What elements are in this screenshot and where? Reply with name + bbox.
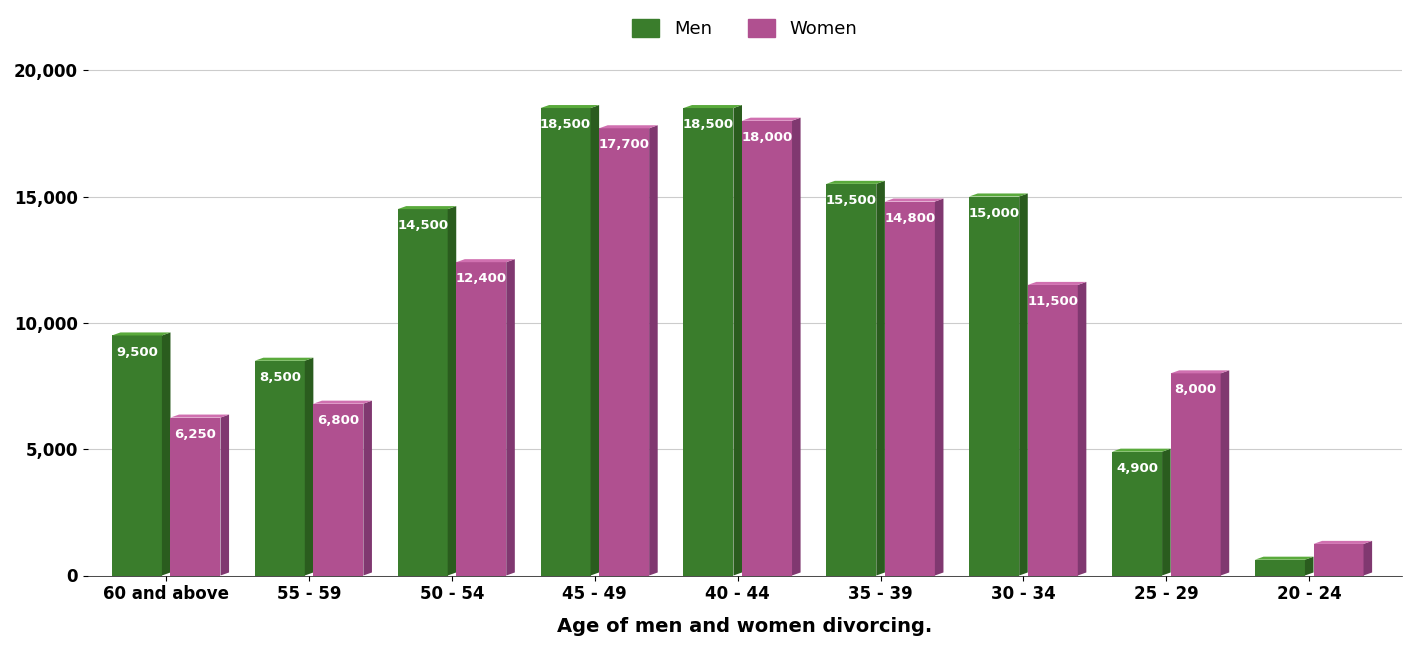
Polygon shape xyxy=(1171,373,1221,575)
Text: 625: 625 xyxy=(1266,541,1294,554)
Polygon shape xyxy=(885,202,935,575)
Polygon shape xyxy=(304,358,313,575)
Polygon shape xyxy=(221,415,229,575)
Polygon shape xyxy=(885,198,943,202)
Polygon shape xyxy=(313,404,364,575)
Polygon shape xyxy=(1306,556,1314,575)
Text: 1,250: 1,250 xyxy=(1318,526,1359,539)
Polygon shape xyxy=(170,415,229,417)
Polygon shape xyxy=(1171,370,1229,373)
Polygon shape xyxy=(456,259,515,262)
Polygon shape xyxy=(255,358,313,361)
Polygon shape xyxy=(1112,448,1171,452)
Text: 14,800: 14,800 xyxy=(884,212,936,225)
Text: 11,500: 11,500 xyxy=(1027,295,1078,308)
Polygon shape xyxy=(935,198,943,575)
Polygon shape xyxy=(398,206,456,209)
Polygon shape xyxy=(170,417,221,575)
Polygon shape xyxy=(112,335,161,575)
Text: 6,800: 6,800 xyxy=(317,414,360,427)
Polygon shape xyxy=(112,332,170,335)
Polygon shape xyxy=(313,400,372,404)
Text: 15,500: 15,500 xyxy=(826,194,877,207)
Polygon shape xyxy=(1314,541,1372,544)
Polygon shape xyxy=(161,332,170,575)
Polygon shape xyxy=(1028,285,1078,575)
Text: 12,400: 12,400 xyxy=(456,272,507,285)
Polygon shape xyxy=(1221,370,1229,575)
Text: 9,500: 9,500 xyxy=(116,346,157,359)
Polygon shape xyxy=(590,105,599,575)
Polygon shape xyxy=(742,118,800,121)
Polygon shape xyxy=(364,400,372,575)
Polygon shape xyxy=(599,125,657,128)
Legend: Men, Women: Men, Women xyxy=(626,12,865,46)
Text: 18,500: 18,500 xyxy=(683,118,733,131)
Polygon shape xyxy=(1163,448,1171,575)
Text: 18,000: 18,000 xyxy=(742,131,793,144)
Text: 4,900: 4,900 xyxy=(1116,462,1158,474)
Polygon shape xyxy=(684,105,742,108)
Polygon shape xyxy=(1255,560,1306,575)
Polygon shape xyxy=(1020,194,1028,575)
Polygon shape xyxy=(969,196,1020,575)
Polygon shape xyxy=(541,108,590,575)
Polygon shape xyxy=(684,108,733,575)
Polygon shape xyxy=(541,105,599,108)
Polygon shape xyxy=(877,181,885,575)
Polygon shape xyxy=(1364,541,1372,575)
Polygon shape xyxy=(1255,556,1314,560)
Text: 14,500: 14,500 xyxy=(396,219,449,232)
Text: 8,000: 8,000 xyxy=(1175,384,1216,396)
Polygon shape xyxy=(742,121,792,575)
Polygon shape xyxy=(649,125,657,575)
Polygon shape xyxy=(447,206,456,575)
Polygon shape xyxy=(969,194,1028,196)
Polygon shape xyxy=(733,105,742,575)
Text: 8,500: 8,500 xyxy=(259,371,300,384)
Polygon shape xyxy=(792,118,800,575)
Polygon shape xyxy=(507,259,515,575)
Polygon shape xyxy=(456,262,507,575)
Text: 17,700: 17,700 xyxy=(599,138,650,151)
Polygon shape xyxy=(827,181,885,184)
X-axis label: Age of men and women divorcing.: Age of men and women divorcing. xyxy=(558,617,933,636)
Polygon shape xyxy=(827,184,877,575)
Text: 6,250: 6,250 xyxy=(174,428,217,441)
Polygon shape xyxy=(255,361,304,575)
Polygon shape xyxy=(599,128,649,575)
Polygon shape xyxy=(398,209,447,575)
Polygon shape xyxy=(1078,282,1086,575)
Polygon shape xyxy=(1028,282,1086,285)
Text: 15,000: 15,000 xyxy=(969,207,1020,220)
Polygon shape xyxy=(1314,544,1364,575)
Polygon shape xyxy=(1112,452,1163,575)
Text: 18,500: 18,500 xyxy=(539,118,590,131)
